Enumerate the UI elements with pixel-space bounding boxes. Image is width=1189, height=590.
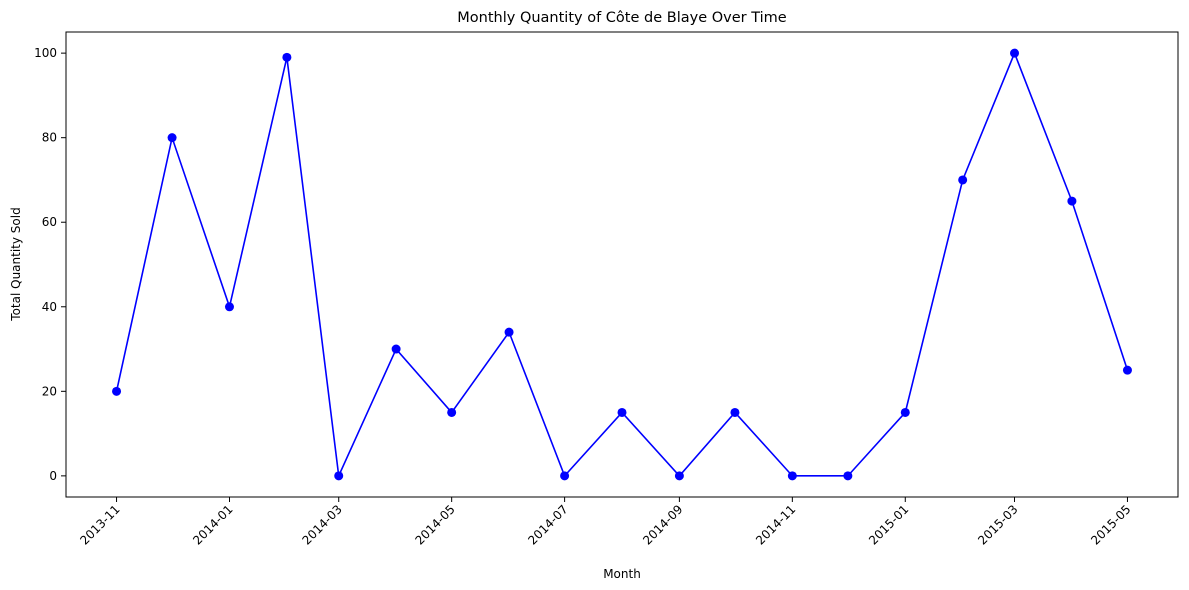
plot-frame <box>65 31 1179 498</box>
data-point <box>391 344 401 354</box>
data-point <box>730 407 740 417</box>
data-point <box>958 175 968 185</box>
data-point <box>1067 196 1077 206</box>
x-tick-label: 2013-11 <box>77 502 122 547</box>
chart-title: Monthly Quantity of Côte de Blaye Over T… <box>457 10 786 26</box>
data-point <box>617 407 627 417</box>
y-tick-label: 20 <box>42 384 57 398</box>
x-tick-label: 2015-01 <box>866 502 911 547</box>
data-point <box>282 52 292 62</box>
x-tick-label: 2014-09 <box>640 502 685 547</box>
data-point <box>167 133 177 143</box>
data-point <box>112 386 122 396</box>
x-tick-label: 2014-05 <box>412 502 457 547</box>
x-tick-label: 2014-11 <box>753 502 798 547</box>
data-point <box>224 302 234 312</box>
x-tick-label: 2015-03 <box>975 502 1020 547</box>
y-axis-label: Total Quantity Sold <box>9 207 23 321</box>
x-tick-label: 2014-03 <box>299 502 344 547</box>
y-tick-label: 60 <box>42 215 57 229</box>
y-tick-label: 80 <box>42 131 57 145</box>
y-tick-label: 100 <box>34 46 57 60</box>
y-axis: 0 20 40 60 80 100 <box>34 46 66 483</box>
x-tick-label: 2014-07 <box>525 502 570 547</box>
data-point <box>787 471 797 481</box>
x-axis-label: Month <box>603 567 641 581</box>
data-point <box>504 327 514 337</box>
data-point <box>674 471 684 481</box>
data-point <box>560 471 570 481</box>
series-layer <box>112 48 1132 481</box>
y-tick-label: 0 <box>49 469 57 483</box>
data-point <box>1010 48 1020 58</box>
x-tick-label: 2014-01 <box>190 502 235 547</box>
data-point <box>1122 365 1132 375</box>
data-point <box>334 471 344 481</box>
plot-area <box>65 31 1179 498</box>
data-point <box>447 407 457 417</box>
y-tick-label: 40 <box>42 300 57 314</box>
data-point <box>900 407 910 417</box>
x-axis: 2013-11 2014-01 2014-03 2014-05 2014-07 2014-… <box>77 497 1134 548</box>
x-tick-label: 2015-05 <box>1088 502 1133 547</box>
data-point <box>843 471 853 481</box>
